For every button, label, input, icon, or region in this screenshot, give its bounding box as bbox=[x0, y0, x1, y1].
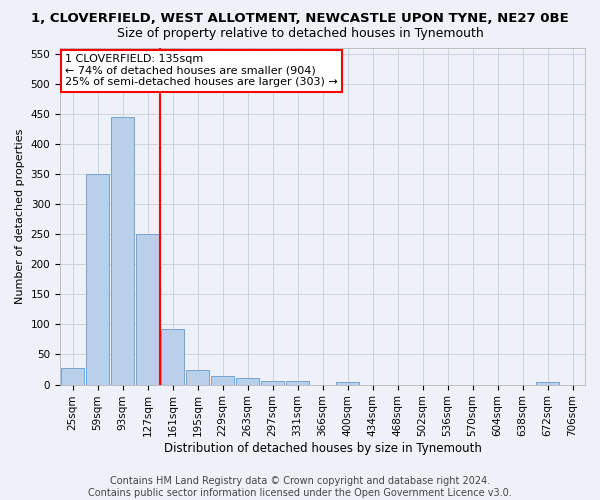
Bar bbox=[61, 368, 84, 384]
Bar bbox=[536, 382, 559, 384]
Text: 1, CLOVERFIELD, WEST ALLOTMENT, NEWCASTLE UPON TYNE, NE27 0BE: 1, CLOVERFIELD, WEST ALLOTMENT, NEWCASTL… bbox=[31, 12, 569, 26]
Text: Contains HM Land Registry data © Crown copyright and database right 2024.
Contai: Contains HM Land Registry data © Crown c… bbox=[88, 476, 512, 498]
Bar bbox=[286, 381, 309, 384]
Bar bbox=[111, 116, 134, 384]
Bar bbox=[336, 382, 359, 384]
Bar bbox=[186, 370, 209, 384]
Bar bbox=[136, 234, 159, 384]
Bar bbox=[86, 174, 109, 384]
X-axis label: Distribution of detached houses by size in Tynemouth: Distribution of detached houses by size … bbox=[164, 442, 481, 455]
Y-axis label: Number of detached properties: Number of detached properties bbox=[15, 128, 25, 304]
Bar bbox=[236, 378, 259, 384]
Bar bbox=[211, 376, 234, 384]
Text: 1 CLOVERFIELD: 135sqm
← 74% of detached houses are smaller (904)
25% of semi-det: 1 CLOVERFIELD: 135sqm ← 74% of detached … bbox=[65, 54, 338, 88]
Text: Size of property relative to detached houses in Tynemouth: Size of property relative to detached ho… bbox=[116, 28, 484, 40]
Bar bbox=[161, 328, 184, 384]
Bar bbox=[261, 381, 284, 384]
